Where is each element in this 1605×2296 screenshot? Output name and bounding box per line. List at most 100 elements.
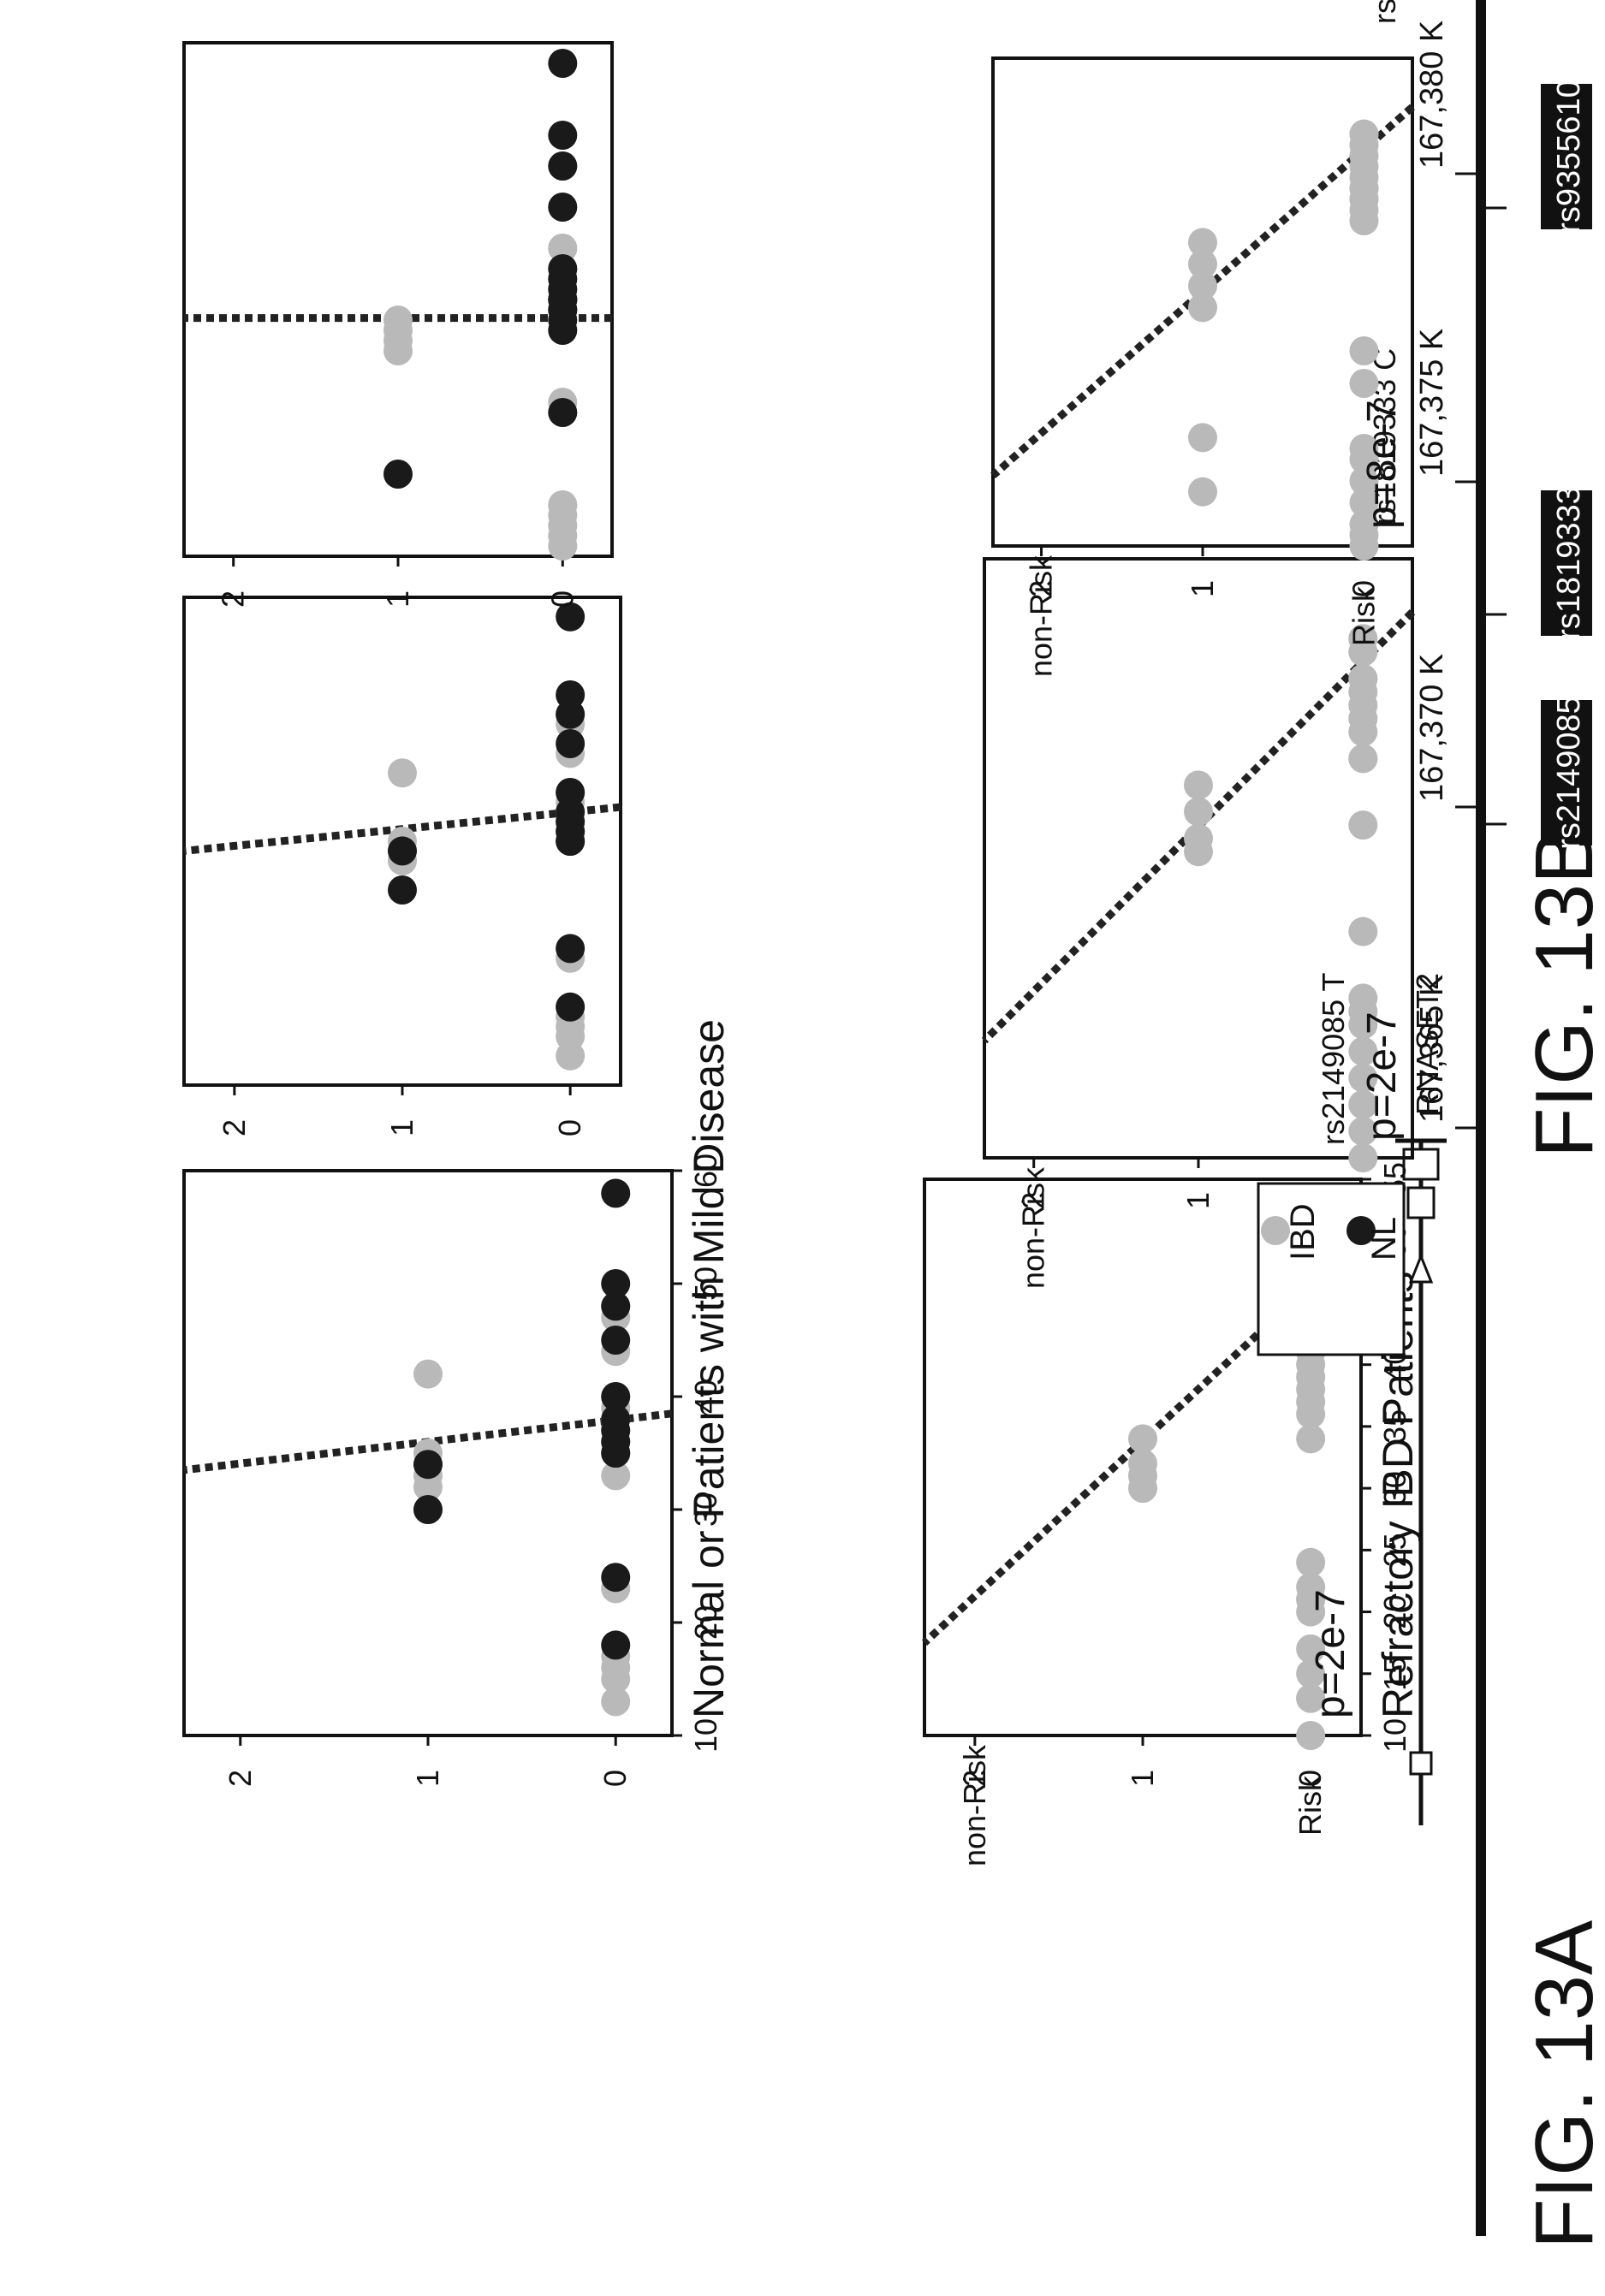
data-point <box>1188 271 1217 300</box>
legend-box <box>1257 1182 1406 1356</box>
data-point <box>548 121 578 150</box>
snp-panel-label: rs2149085 T <box>1316 973 1351 1145</box>
data-point <box>556 1041 586 1071</box>
data-point <box>1296 1424 1326 1454</box>
data-point <box>601 1664 631 1694</box>
data-point <box>383 336 413 365</box>
y-tick-label: 15 <box>1377 1657 1412 1691</box>
data-point <box>556 934 586 964</box>
x-tick-label: 1 <box>1180 1192 1216 1209</box>
x-tick-label: 2 <box>1016 1192 1051 1209</box>
data-point <box>548 234 578 263</box>
y-tick-label: 60 <box>688 1154 723 1188</box>
data-point <box>413 1495 443 1524</box>
x-tick-label: 1 <box>384 1119 419 1136</box>
data-point <box>383 460 413 489</box>
snp-label: rs2149085 <box>1551 696 1587 850</box>
data-point <box>601 1461 631 1491</box>
data-point <box>548 193 578 222</box>
data-point <box>1188 423 1217 453</box>
y-tick-label: 50 <box>688 1267 723 1301</box>
data-point <box>1296 1721 1326 1750</box>
data-point <box>1348 810 1378 840</box>
data-point <box>1348 637 1378 667</box>
data-point <box>1348 1089 1378 1119</box>
x-tick-label: 2 <box>216 590 251 608</box>
p-value-label: p=2e-7 <box>1308 1589 1353 1718</box>
data-point <box>1296 1547 1326 1577</box>
coordinate-label: 167,365 K <box>1414 975 1450 1123</box>
y-tick-label: 30 <box>688 1492 723 1527</box>
data-point <box>556 827 586 856</box>
data-point <box>1188 293 1217 323</box>
data-point <box>413 1359 443 1389</box>
data-point <box>1128 1424 1157 1454</box>
coordinate-label: 167,370 K <box>1414 654 1450 802</box>
y-tick-label: 25 <box>1377 1533 1412 1567</box>
snp-label-box <box>1541 84 1592 229</box>
data-point <box>388 875 417 905</box>
legend-nl-label: NL <box>1365 1217 1403 1261</box>
chart-panel-5: 0 1 2 <box>182 596 622 1136</box>
risk-label: Risk <box>1293 1775 1328 1836</box>
coordinate-label: 167,380 K <box>1414 21 1450 169</box>
data-point <box>556 992 586 1022</box>
tss-arrow-icon <box>1408 1252 1434 1284</box>
y-tick-label: 10 <box>688 1718 723 1753</box>
data-point <box>548 151 578 181</box>
exon-box <box>1409 1751 1433 1776</box>
y-tick-label: 35 <box>1377 1409 1412 1444</box>
x-tick-label: 0 <box>552 1119 587 1136</box>
y-tick-label: 20 <box>688 1605 723 1640</box>
panel-b-title: Normal or Patients with Mild Disease <box>685 1019 733 1718</box>
x-tick-label: 0 <box>544 590 580 608</box>
snp-label: rs1819333 <box>1551 486 1587 640</box>
data-point <box>1348 1063 1378 1093</box>
chart-panel-4: 0 1 2 60 50 40 30 20 10 <box>182 1154 723 1787</box>
x-tick-label: 1 <box>410 1770 445 1787</box>
x-tick-label: 1 <box>380 590 415 608</box>
data-point <box>1349 444 1379 474</box>
legend-ibd-marker <box>1261 1216 1290 1245</box>
data-point <box>601 1687 631 1717</box>
data-point <box>556 680 586 709</box>
data-point <box>601 1326 631 1355</box>
data-point <box>601 1630 631 1660</box>
data-point <box>1349 130 1379 160</box>
p-value-label: p=2e-7 <box>1359 1012 1405 1141</box>
exon-box <box>1406 1186 1436 1219</box>
risk-label: Risk <box>1346 585 1381 646</box>
x-tick-label: 2 <box>217 1119 252 1136</box>
data-point <box>601 1178 631 1208</box>
data-point <box>1348 1116 1378 1146</box>
data-point <box>388 758 417 788</box>
data-point <box>556 602 586 632</box>
data-point <box>1349 488 1379 518</box>
data-point <box>548 316 578 345</box>
data-point <box>601 1563 631 1593</box>
data-point <box>1296 1399 1326 1429</box>
snp-label: rs9355610 <box>1551 80 1587 234</box>
x-tick-label: 1 <box>1185 580 1220 597</box>
data-point <box>1348 717 1378 747</box>
chart-panel-3: 0 1 2 Risk non-Risk rs9355610 A p=8e-7 <box>990 0 1415 677</box>
legend: IBD NL <box>1257 1182 1406 1356</box>
y-tick-label: 10 <box>1377 1718 1412 1753</box>
x-tick-label: 2 <box>223 1770 258 1787</box>
x-tick-label: 0 <box>1346 580 1381 597</box>
gene-name: RNASET2 <box>1410 973 1445 1115</box>
data-point <box>1349 336 1379 365</box>
data-point <box>1348 1036 1378 1066</box>
data-point <box>548 285 578 314</box>
x-tick-label: 1 <box>1125 1770 1160 1787</box>
data-point <box>1349 206 1379 235</box>
data-point <box>1296 1683 1326 1713</box>
snp-label-box <box>1541 700 1592 845</box>
data-point <box>1188 249 1217 279</box>
trend-line <box>990 104 1415 479</box>
non-risk-label: non-Risk <box>1024 555 1059 677</box>
y-tick-label: 20 <box>1377 1595 1412 1629</box>
data-point <box>1348 1143 1378 1172</box>
